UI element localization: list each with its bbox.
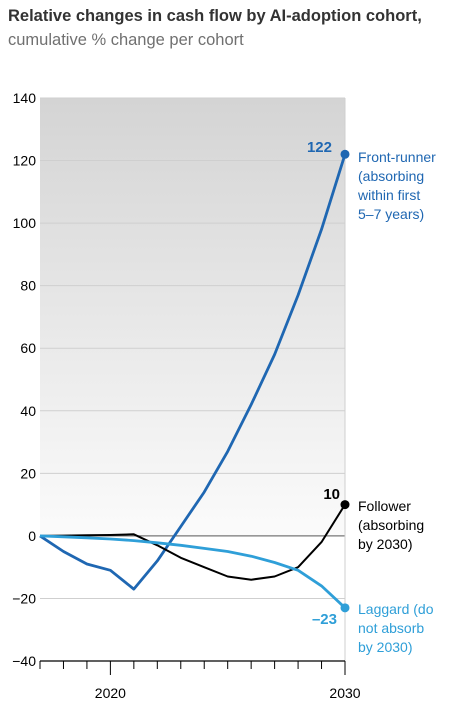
y-tick-label: 140 — [13, 90, 37, 106]
y-tick-label: 100 — [13, 215, 37, 231]
series-label-line: within first — [357, 187, 420, 203]
chart-subtitle: cumulative % change per cohort — [8, 31, 244, 49]
end-point-front-runner — [340, 149, 350, 159]
y-tick-label: −20 — [12, 590, 36, 606]
y-tick-label: 40 — [20, 403, 36, 419]
series-line-laggard-do — [39, 534, 346, 609]
end-value-label: 10 — [323, 486, 340, 503]
series-label-line: 5–7 years) — [358, 206, 424, 222]
end-value-label: 122 — [307, 139, 332, 156]
series-label-line: (absorbing — [358, 517, 424, 533]
series-label-line: (absorbing — [358, 168, 424, 184]
end-value-label: –23 — [312, 611, 337, 628]
y-tick-label: −40 — [12, 653, 36, 669]
x-tick-label: 2020 — [95, 685, 126, 701]
shaded-region-above-zero — [40, 98, 345, 536]
y-tick-label: 60 — [20, 340, 36, 356]
chart-title-main: Relative changes in cash flow by AI-adop… — [8, 7, 422, 25]
y-tick-label: 20 — [20, 465, 36, 481]
end-point-follower — [340, 500, 350, 510]
series-label-line: Laggard (do — [358, 601, 434, 617]
chart-title: Relative changes in cash flow by AI-adop… — [8, 4, 438, 52]
y-tick-label: 120 — [13, 153, 37, 169]
series-line-front-runner — [39, 153, 347, 591]
series-label-line: by 2030) — [358, 639, 412, 655]
series-label-line: Front-runner — [358, 149, 436, 165]
y-tick-label: 80 — [20, 278, 36, 294]
series-label-line: by 2030) — [358, 536, 412, 552]
y-tick-label: 0 — [28, 528, 36, 544]
end-point-laggard-do — [340, 603, 350, 613]
series-label-line: not absorb — [358, 620, 424, 636]
x-tick-label: 2030 — [329, 685, 360, 701]
series-label-line: Follower — [358, 498, 411, 514]
